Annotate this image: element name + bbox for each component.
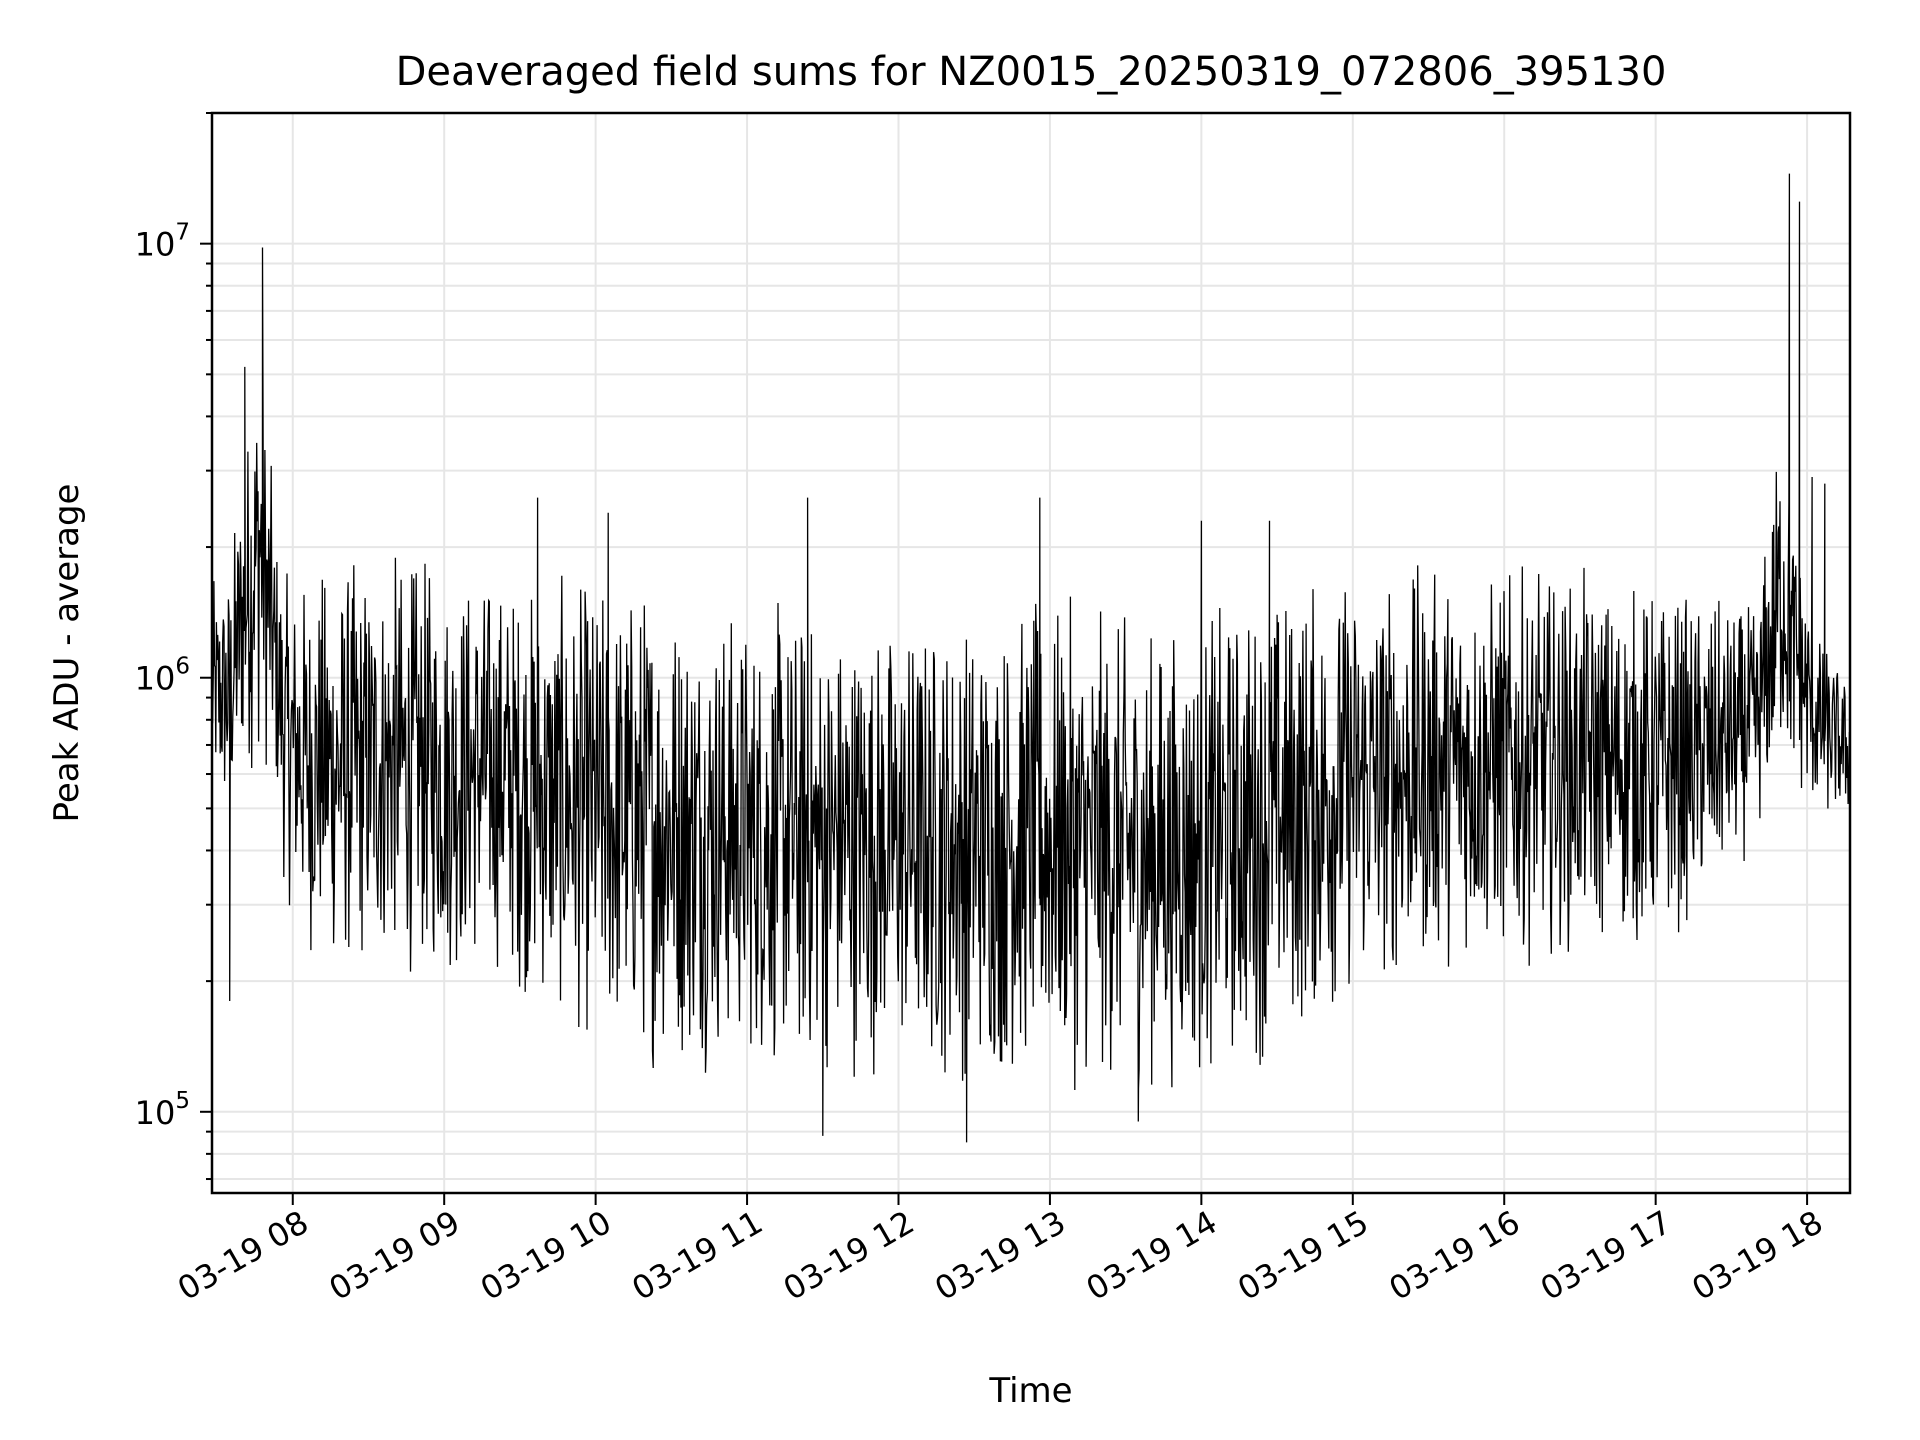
series-line (211, 173, 1851, 1143)
chart-title: Deaveraged field sums for NZ0015_2025031… (396, 49, 1667, 95)
x-axis-label: Time (988, 1371, 1072, 1411)
plot-frame (210, 111, 1852, 1195)
series (211, 173, 1851, 1143)
y-tick-label: 105 (135, 1088, 190, 1132)
y-tick-label: 106 (135, 654, 190, 698)
y-tick-label: 107 (135, 220, 190, 264)
y-axis-label: Peak ADU - average (47, 484, 87, 823)
